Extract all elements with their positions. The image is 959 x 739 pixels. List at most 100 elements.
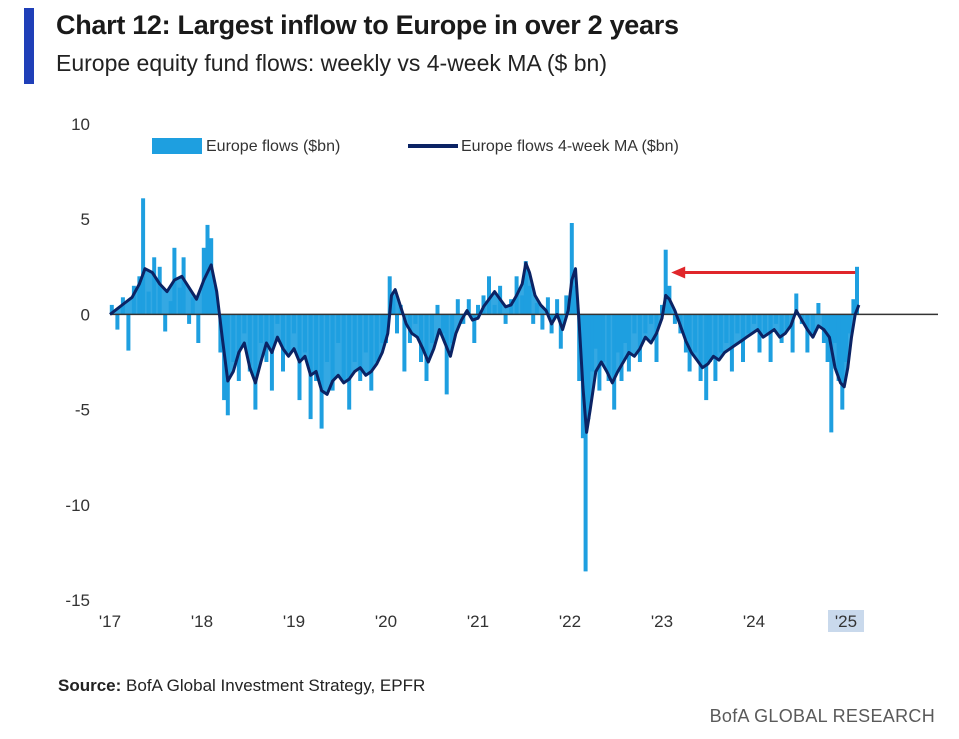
flow-bar-70 <box>466 299 471 315</box>
flow-bar-10 <box>163 314 168 332</box>
flow-bar-71 <box>472 314 477 343</box>
x-tick-label-2: '19 <box>283 612 305 631</box>
flow-bar-75 <box>492 304 497 315</box>
y-tick-label-3: -5 <box>75 401 90 420</box>
x-tick-label-5: '22 <box>559 612 581 631</box>
x-axis: '17 '18 '19 '20 '21 '22 '23 '24 '25 <box>99 610 864 632</box>
flow-bar-54 <box>387 276 392 315</box>
flow-bar-11 <box>168 301 173 315</box>
flow-bar-36 <box>292 314 296 334</box>
flow-bar-78 <box>509 299 514 315</box>
flow-bar-113 <box>663 249 668 315</box>
flow-bar-13 <box>177 287 182 315</box>
flow-bar-110 <box>649 314 653 324</box>
flow-bar-40 <box>314 314 319 381</box>
y-axis: 10 5 0 -5 -10 -15 <box>65 115 90 610</box>
flow-bar-29 <box>253 314 258 410</box>
flow-bar-28 <box>247 314 252 372</box>
flow-bar-123 <box>713 314 718 381</box>
flow-bar-121 <box>704 314 709 401</box>
flow-bar-104 <box>619 314 624 381</box>
flow-bar-5 <box>137 276 142 315</box>
flow-bar-125 <box>724 314 729 343</box>
x-tick-highlight <box>828 610 864 632</box>
x-tick-label-0: '17 <box>99 612 121 631</box>
source-label: Source: <box>58 676 122 695</box>
flow-bar-64 <box>435 304 440 315</box>
chart-area: 10 5 0 -5 -10 -15 '17 '18 '19 '20 '21 '22 '23 '24 '25… <box>65 115 938 632</box>
flow-bar-133 <box>768 314 773 362</box>
flow-bar-66 <box>444 314 449 395</box>
flow-bar-16 <box>190 297 195 315</box>
flow-bar-41 <box>319 314 324 429</box>
flow-bar-48 <box>358 314 363 381</box>
flow-bar-107 <box>632 314 637 334</box>
flow-bar-89 <box>558 314 563 349</box>
flow-bar-117 <box>683 314 688 353</box>
flow-bar-149 <box>844 314 848 362</box>
flow-bar-122 <box>707 314 712 362</box>
flow-bar-51 <box>374 314 379 362</box>
flow-bar-49 <box>363 314 368 353</box>
flow-bar-46 <box>347 314 352 410</box>
flow-bar-115 <box>672 314 677 324</box>
legend-swatch-flows <box>152 138 202 154</box>
flow-bar-15 <box>187 314 192 324</box>
flow-bar-129 <box>746 314 751 334</box>
flow-bar-34 <box>281 314 285 372</box>
title-accent-bar <box>24 8 34 84</box>
annotation-arrow-head-0 <box>671 266 686 279</box>
flow-bar-24 <box>225 314 230 416</box>
flow-bar-68 <box>455 299 460 315</box>
flow-bar-146 <box>833 314 837 343</box>
flow-bar-45 <box>341 314 346 381</box>
flow-bar-47 <box>352 314 357 362</box>
y-tick-label-5: -15 <box>65 591 90 610</box>
chart-subtitle: Europe equity fund flows: weekly vs 4-we… <box>56 50 607 76</box>
flow-bar-135 <box>779 314 784 343</box>
flow-bar-95 <box>583 314 588 572</box>
flow-bar-56 <box>395 314 399 334</box>
x-tick-label-6: '23 <box>651 612 673 631</box>
flow-bar-100 <box>601 314 606 362</box>
flow-bar-86 <box>545 297 550 315</box>
flow-bar-81 <box>523 261 528 315</box>
flow-bar-120 <box>698 314 703 381</box>
flow-bar-62 <box>424 314 429 381</box>
brand-footer: BofA GLOBAL RESEARCH <box>709 706 935 726</box>
x-tick-label-1: '18 <box>191 612 213 631</box>
chart-title: Chart 12: Largest inflow to Europe in ov… <box>56 10 679 40</box>
x-tick-label-8: '25 <box>835 612 857 631</box>
flow-bar-58 <box>402 314 407 372</box>
flow-bar-53 <box>384 314 388 343</box>
flow-bar-6 <box>141 198 146 315</box>
flow-bar-91 <box>569 223 574 315</box>
flow-bar-74 <box>487 276 491 315</box>
flow-bar-90 <box>564 295 569 315</box>
flow-bar-82 <box>527 285 532 315</box>
flow-bar-109 <box>643 314 648 334</box>
flow-bar-43 <box>330 314 335 391</box>
source-text: BofA Global Investment Strategy, EPFR <box>121 676 426 695</box>
flow-bar-85 <box>540 314 545 330</box>
flow-bar-150 <box>847 314 852 334</box>
flow-bar-124 <box>718 314 723 353</box>
flow-bar-103 <box>615 314 620 353</box>
legend: Europe flows ($bn) Europe flows 4-week M… <box>152 138 679 155</box>
flow-bar-144 <box>825 314 830 362</box>
flow-bar-108 <box>637 314 642 362</box>
flow-bar-127 <box>735 314 740 334</box>
flow-bar-147 <box>836 314 841 381</box>
flow-bar-20 <box>209 238 214 315</box>
y-tick-label-0: 10 <box>71 115 90 134</box>
flow-bar-30 <box>258 314 263 343</box>
flow-bar-17 <box>196 314 201 343</box>
flow-bar-37 <box>297 314 302 401</box>
flow-bar-148 <box>840 314 845 410</box>
y-tick-label-4: -10 <box>65 496 90 515</box>
flow-bar-14 <box>181 257 186 315</box>
flow-bar-98 <box>593 314 598 349</box>
flow-bar-0 <box>109 304 114 315</box>
flow-bar-134 <box>774 314 779 324</box>
flow-bar-38 <box>303 314 307 353</box>
